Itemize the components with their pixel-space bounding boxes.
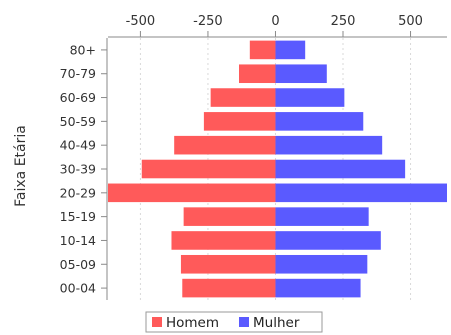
bar-homem-05-09 [180,254,276,274]
bar-mulher-10-14 [275,231,381,250]
bar-mulher-70-79 [275,64,327,84]
x-axis: -500 -250 0 250 500 [108,14,447,38]
legend-box [145,311,323,333]
y-axis: 80+ 70-79 60-69 50-59 40-49 30-39 20-29 15-19 10… [60,38,108,300]
y-tick-label: 40-49 [60,138,96,153]
legend-label-homem: Homem [166,315,219,331]
y-tick-label: 00-04 [60,281,96,296]
x-tick-label: -250 [193,14,223,29]
y-tick-label: 70-79 [60,66,96,81]
bar-homem-00-04 [182,278,276,298]
bar-homem-60-69 [210,88,276,107]
bar-homem-20-29 [108,183,276,203]
y-tick-label: 60-69 [60,90,96,105]
bar-mulher-30-39 [275,159,406,179]
x-tick-label: -500 [126,14,156,29]
bar-mulher-15-19 [275,207,369,226]
y-tick-label: 80+ [70,42,96,57]
bar-mulher-80+ [275,40,306,60]
bar-homem-10-14 [171,231,276,250]
x-tick-label: 500 [398,14,423,29]
bars [108,40,447,298]
bar-mulher-60-69 [275,88,345,107]
bar-homem-40-49 [174,135,276,155]
bar-homem-15-19 [183,207,276,226]
bar-mulher-40-49 [275,135,383,155]
bar-homem-30-39 [141,159,276,179]
y-tick-label: 05-09 [60,257,96,272]
bar-homem-80+ [249,40,276,60]
bar-mulher-50-59 [275,112,364,131]
legend: Homem Mulher [145,311,323,333]
bar-homem-50-59 [203,112,276,131]
legend-label-mulher: Mulher [253,315,300,331]
y-tick-label: 50-59 [60,114,96,129]
bar-homem-70-79 [239,64,276,84]
bar-mulher-20-29 [275,183,447,203]
bar-mulher-00-04 [275,278,361,298]
y-axis-title: Faixa Etária [13,125,29,207]
y-tick-label: 15-19 [60,209,96,224]
x-tick-label: 250 [331,14,356,29]
bar-mulher-05-09 [275,254,368,274]
y-tick-label: 30-39 [60,162,96,177]
y-tick-label: 20-29 [60,185,96,200]
legend-swatch-mulher [239,317,249,327]
x-tick-label: 0 [271,14,279,29]
y-tick-label: 10-14 [60,233,96,248]
legend-swatch-homem [152,317,162,327]
